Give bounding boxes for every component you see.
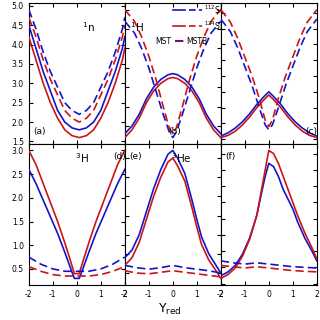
Text: $^3$He: $^3$He <box>171 151 192 165</box>
Text: $^{124}$Sn: $^{124}$Sn <box>204 20 225 32</box>
Text: $^{112}$Sn: $^{112}$Sn <box>204 3 225 16</box>
Text: $^1$H: $^1$H <box>130 20 143 34</box>
Text: (b): (b) <box>168 126 181 136</box>
Text: $^3$H: $^3$H <box>75 151 89 165</box>
Text: (e): (e) <box>130 152 142 161</box>
Text: (f): (f) <box>226 152 236 161</box>
Text: MST: MST <box>156 37 172 46</box>
Text: Y$_{\mathrm{red}}$: Y$_{\mathrm{red}}$ <box>158 302 181 317</box>
Text: (d): (d) <box>113 152 126 161</box>
Text: (a): (a) <box>34 126 46 136</box>
Text: $^1$n: $^1$n <box>82 20 94 34</box>
Text: (c): (c) <box>305 126 317 136</box>
Text: MSTB: MSTB <box>186 37 207 46</box>
